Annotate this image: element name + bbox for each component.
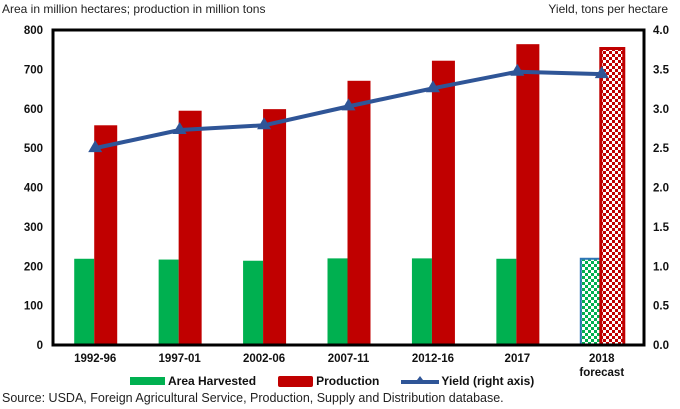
production-bar [599, 47, 626, 347]
production-bar [94, 125, 118, 345]
area-harvested-bar [579, 257, 602, 346]
legend-item-production: Production [278, 374, 379, 388]
right-tick-label: 4.0 [653, 25, 669, 37]
category-label: 2017 [505, 353, 531, 365]
yield-line-group [88, 63, 609, 153]
left-tick-label: 800 [24, 25, 43, 37]
area-harvested-bar [243, 260, 264, 345]
area-harvested-bar [158, 259, 179, 345]
left-tick-label: 400 [24, 183, 43, 195]
left-tick-label: 600 [24, 104, 43, 116]
category-label: forecast [579, 367, 624, 379]
production-bar [516, 44, 540, 346]
legend-label-area: Area Harvested [168, 374, 257, 388]
right-axis-title: Yield, tons per hectare [548, 2, 668, 16]
left-axis-title: Area in million hectares; production in … [2, 2, 266, 16]
left-tick-label: 200 [24, 261, 43, 273]
right-tick-label: 0.0 [653, 340, 669, 352]
legend-line-triangle-icon [401, 376, 440, 384]
legend-swatch-green [130, 377, 165, 385]
right-tick-label: 2.5 [653, 143, 670, 155]
category-label: 2018 [589, 353, 615, 365]
yield-marker [257, 117, 272, 130]
yield-marker [594, 66, 609, 79]
left-axis-ticks: 0 100 200 300 400 500 600 700 800 [24, 25, 43, 352]
yield-marker [341, 98, 356, 111]
legend-label-yield: Yield (right axis) [441, 374, 535, 388]
yield-marker [425, 80, 440, 93]
legend-item-area-harvested: Area Harvested [130, 374, 256, 388]
legend-item-yield: Yield (right axis) [401, 374, 534, 388]
left-tick-label: 500 [24, 143, 43, 155]
category-label: 2002-06 [243, 353, 285, 365]
category-label: 2012-16 [412, 353, 454, 365]
yield-marker [172, 122, 187, 135]
area-harvested-bar [496, 258, 517, 345]
legend-swatch-red [278, 375, 314, 387]
legend-label-production: Production [316, 374, 380, 388]
production-bar [431, 60, 455, 346]
category-labels: 1992-96 1997-01 2002-06 2007-11 2012-16 2017 2… [74, 353, 624, 379]
category-label: 1997-01 [159, 353, 202, 365]
right-tick-label: 3.0 [653, 104, 669, 116]
source-note: Source: USDA, Foreign Agricultural Servi… [2, 391, 504, 405]
right-tick-label: 1.5 [653, 222, 670, 234]
left-tick-label: 300 [24, 222, 43, 234]
left-tick-label: 0 [37, 340, 43, 352]
production-bar [178, 110, 202, 345]
category-label: 2007-11 [328, 353, 370, 365]
legend: Area Harvested Production Yield (right a… [130, 374, 556, 388]
right-tick-label: 1.0 [653, 261, 669, 273]
yield-marker [88, 140, 103, 153]
area-harvested-bar [327, 258, 348, 345]
right-tick-label: 2.0 [653, 183, 669, 195]
bars [74, 44, 626, 347]
production-bar [263, 109, 287, 345]
right-tick-label: 0.5 [653, 301, 670, 313]
area-harvested-bar [411, 258, 432, 345]
area-harvested-bar [74, 258, 95, 345]
left-tick-label: 700 [24, 64, 43, 76]
yield-marker [510, 63, 525, 76]
right-axis-ticks: 0.0 0.5 1.0 1.5 2.0 2.5 3.0 3.5 4.0 [653, 25, 670, 352]
category-label: 1992-96 [74, 353, 116, 365]
left-tick-label: 100 [24, 301, 43, 313]
right-tick-label: 3.5 [653, 64, 670, 76]
plot-frame [51, 28, 646, 347]
production-bar [347, 80, 371, 345]
